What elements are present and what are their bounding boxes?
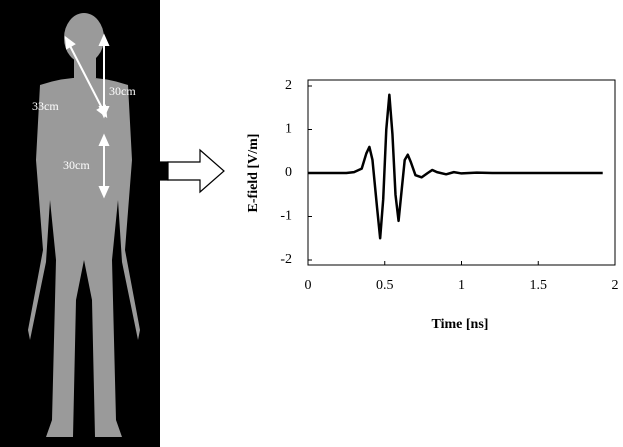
y-tick-label: -1 xyxy=(280,209,292,224)
annotation: 30cm xyxy=(63,158,90,172)
y-tick-label: 1 xyxy=(285,122,292,137)
x-tick-label: 1 xyxy=(458,278,465,293)
annotation: 30cm xyxy=(109,84,136,98)
x-tick-label: 0.5 xyxy=(376,278,394,293)
y-tick-label: 2 xyxy=(285,78,292,93)
x-tick-label: 1.5 xyxy=(530,278,548,293)
y-tick-label: 0 xyxy=(285,165,292,180)
x-tick-label: 0 xyxy=(305,278,312,293)
x-tick-label: 2 xyxy=(612,278,619,293)
annotation: 33cm xyxy=(32,99,59,113)
x-axis-label: Time [ns] xyxy=(432,317,489,332)
y-tick-label: -2 xyxy=(280,252,292,267)
arrow xyxy=(159,148,225,194)
body-model: 30cm 33cm 30cm xyxy=(0,0,160,447)
line xyxy=(308,93,603,240)
y-axis-label: E-field [V/m] xyxy=(246,134,261,213)
